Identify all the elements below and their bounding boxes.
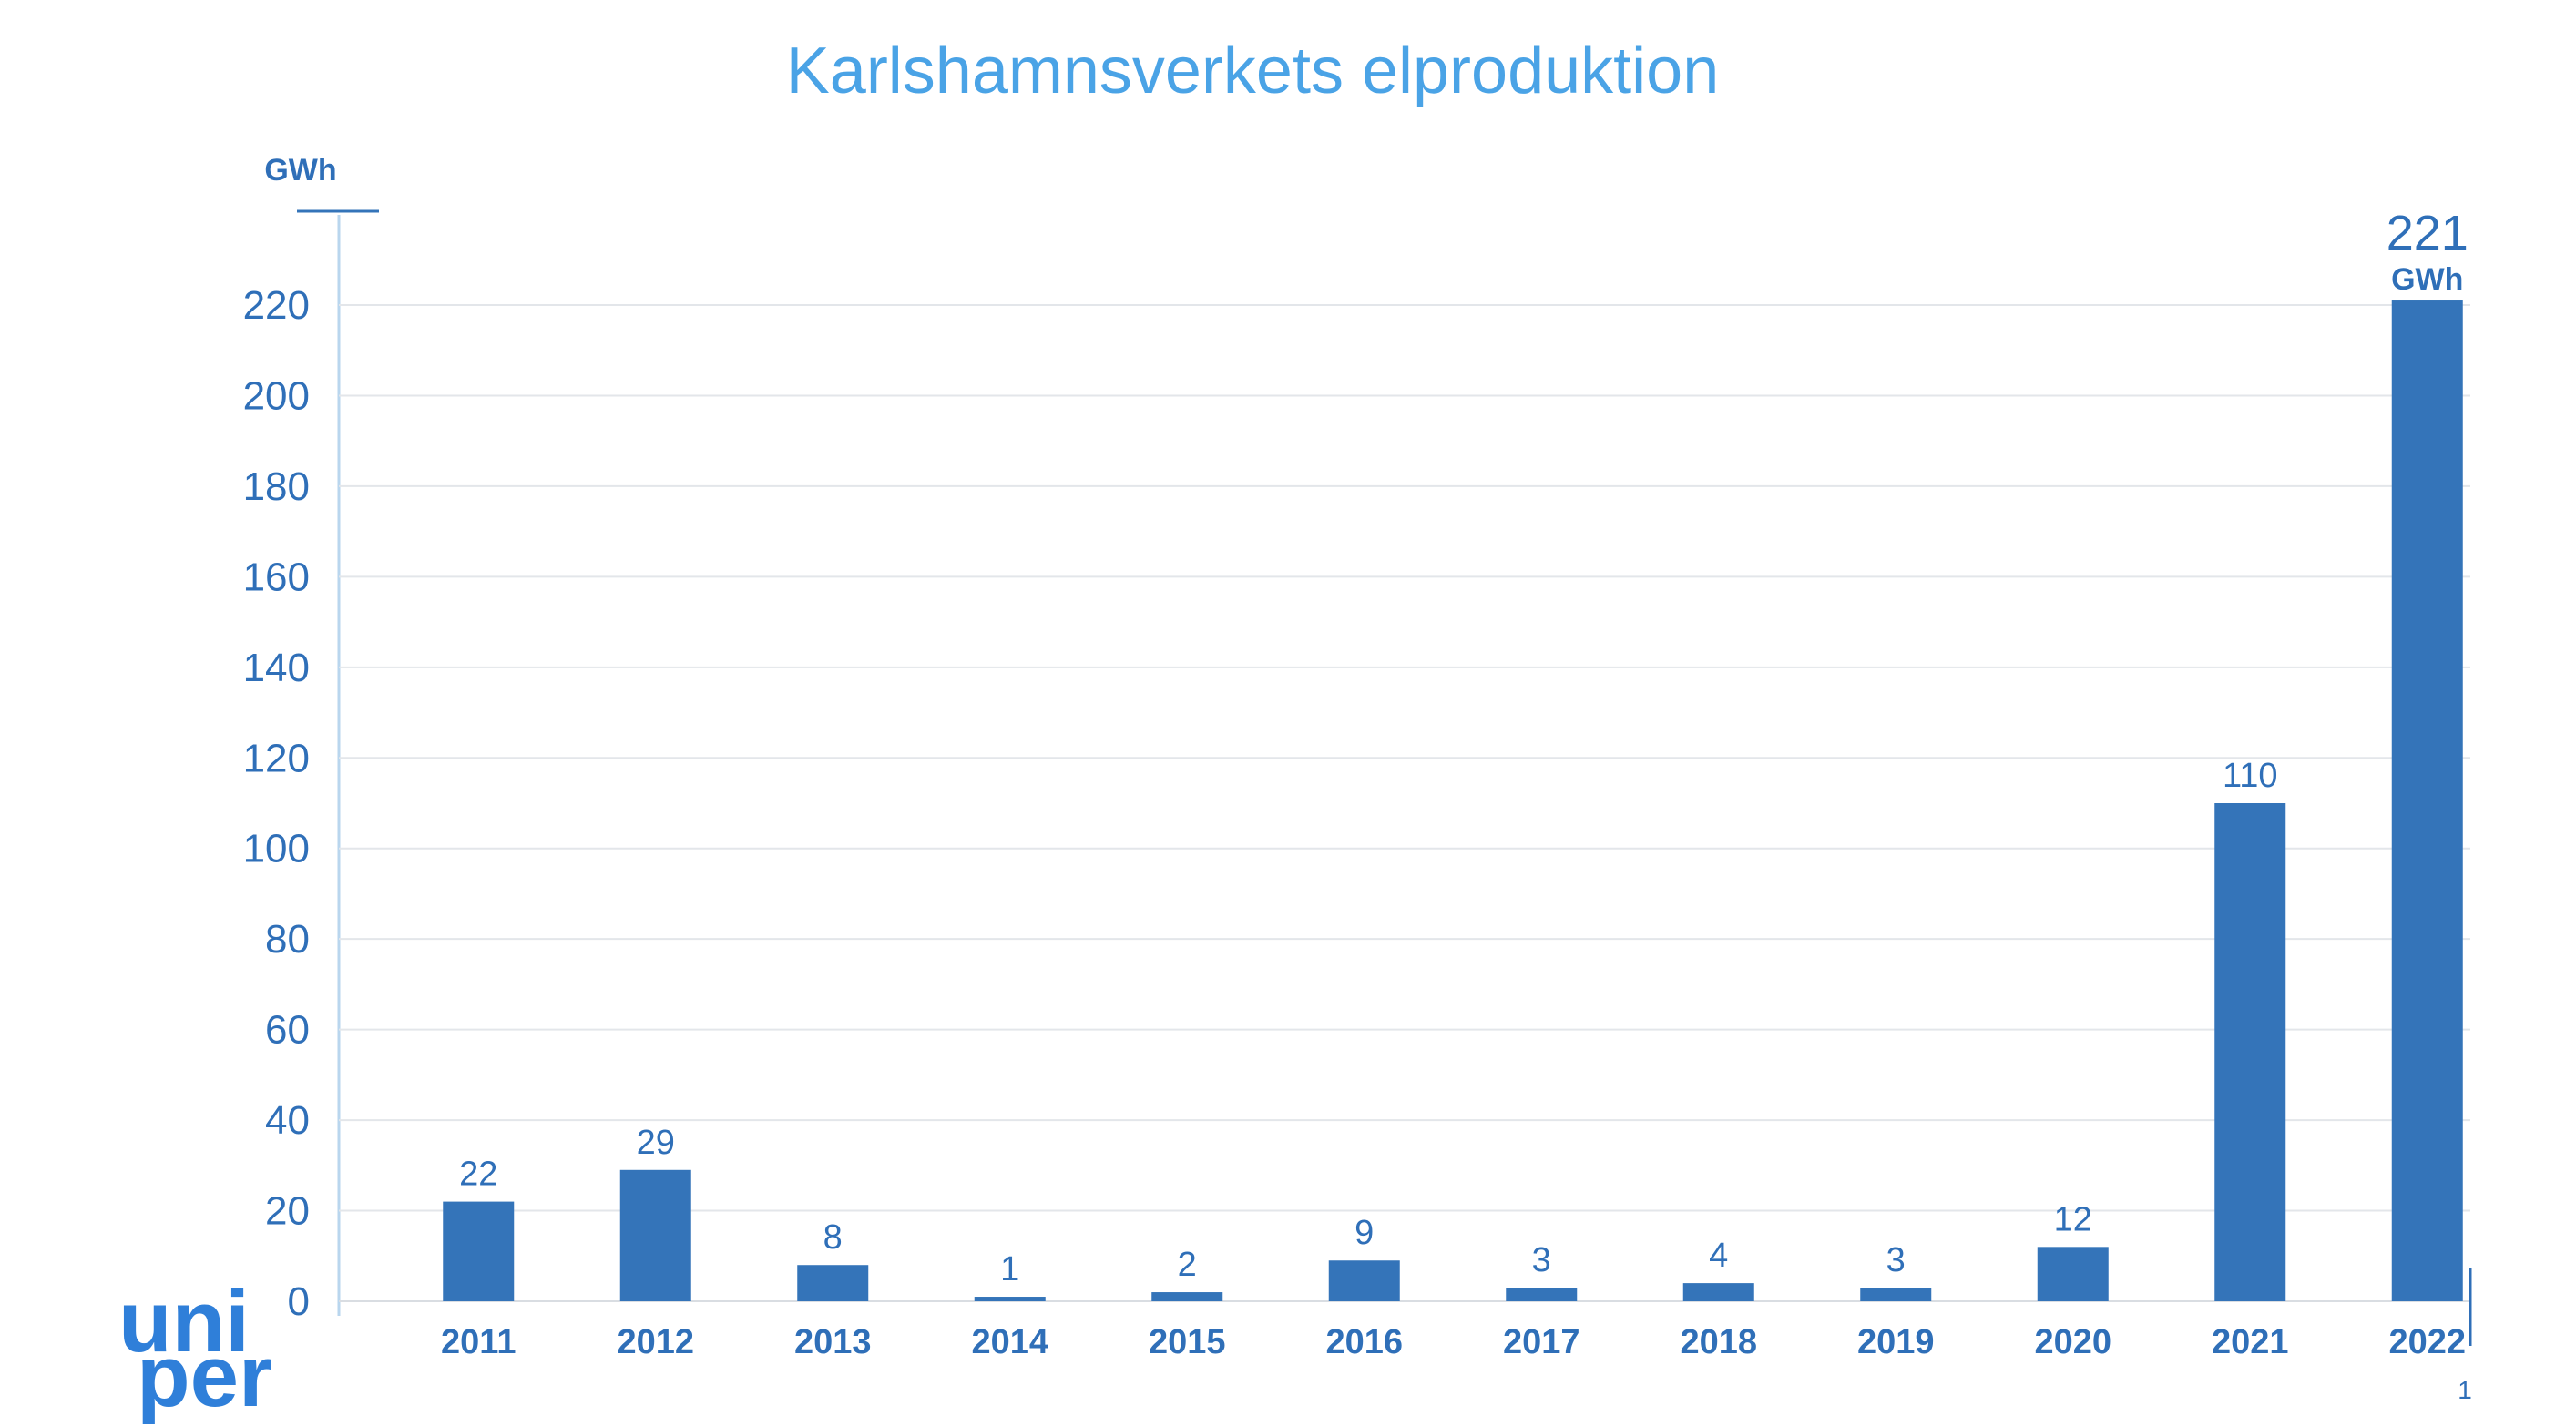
y-tick-label: 40 — [265, 1098, 310, 1143]
data-label-2011: 22 — [459, 1156, 497, 1194]
y-tick-label: 180 — [243, 464, 310, 509]
x-tick-label: 2017 — [1503, 1323, 1580, 1361]
y-tick-label: 220 — [243, 283, 310, 328]
data-label-unit: GWh — [2391, 262, 2463, 297]
bar-2021 — [2214, 803, 2286, 1301]
data-label-2018: 4 — [1709, 1237, 1728, 1275]
x-tick-label: 2019 — [1857, 1323, 1935, 1361]
uniper-logo: uni per — [118, 1273, 272, 1425]
bar-2018 — [1682, 1283, 1754, 1301]
y-tick-label: 140 — [243, 646, 310, 690]
page-number: 1 — [2458, 1376, 2472, 1404]
y-tick-label: 160 — [243, 555, 310, 599]
bar-2013 — [797, 1265, 869, 1301]
y-tick-label: 200 — [243, 373, 310, 418]
data-label-2012: 29 — [637, 1124, 675, 1162]
bar-2017 — [1506, 1288, 1578, 1301]
data-label-2016: 9 — [1354, 1214, 1374, 1252]
bar-2016 — [1328, 1260, 1400, 1301]
gridlines — [339, 304, 2470, 1302]
x-tick-label: 2022 — [2388, 1323, 2466, 1361]
y-tick-label: 100 — [243, 827, 310, 871]
y-tick-label: 120 — [243, 736, 310, 780]
data-label-2021: 110 — [2223, 757, 2278, 795]
x-tick-label: 2020 — [2034, 1323, 2111, 1361]
x-tick-label: 2011 — [441, 1323, 516, 1361]
data-label-2019: 3 — [1886, 1241, 1906, 1279]
bar-2020 — [2037, 1247, 2109, 1301]
y-tick-label: 60 — [265, 1008, 310, 1053]
bars — [443, 300, 2463, 1301]
x-tick-label: 2016 — [1325, 1323, 1403, 1361]
data-label-2017: 3 — [1532, 1241, 1551, 1279]
x-tick-label: 2021 — [2212, 1323, 2289, 1361]
logo-line-2: per — [137, 1328, 272, 1425]
bar-2011 — [443, 1201, 515, 1301]
data-label-2015: 2 — [1178, 1246, 1197, 1284]
y-axis-ticks: 0 20 40 60 80 100 120 140 160 180 200 220 — [243, 283, 310, 1324]
bar-2014 — [974, 1297, 1046, 1301]
bar-2012 — [619, 1169, 691, 1301]
data-label-2020: 12 — [2054, 1200, 2092, 1238]
y-tick-label: 0 — [288, 1279, 310, 1324]
y-tick-label: 80 — [265, 917, 310, 962]
data-label-2013: 8 — [823, 1218, 843, 1257]
bar-2015 — [1151, 1292, 1223, 1301]
data-label-2022: 221 — [2387, 206, 2469, 260]
y-tick-label: 20 — [265, 1189, 310, 1234]
x-tick-label: 2015 — [1149, 1323, 1226, 1361]
bar-2019 — [1860, 1288, 1932, 1301]
data-label-2014: 1 — [1000, 1250, 1019, 1288]
x-tick-label: 2014 — [971, 1323, 1048, 1361]
bar-2022 — [2391, 300, 2463, 1301]
logo-line-1: uni — [118, 1273, 250, 1370]
x-tick-label: 2012 — [617, 1323, 694, 1361]
y-axis-unit-label: GWh — [264, 153, 336, 188]
x-tick-label: 2018 — [1680, 1323, 1757, 1361]
chart-title: Karlshamnsverkets elproduktion — [786, 35, 1720, 107]
x-tick-label: 2013 — [794, 1323, 872, 1361]
x-axis-ticks: 2011 2012 2013 2014 2015 2016 2017 2018 2019 2020… — [441, 1323, 2466, 1361]
